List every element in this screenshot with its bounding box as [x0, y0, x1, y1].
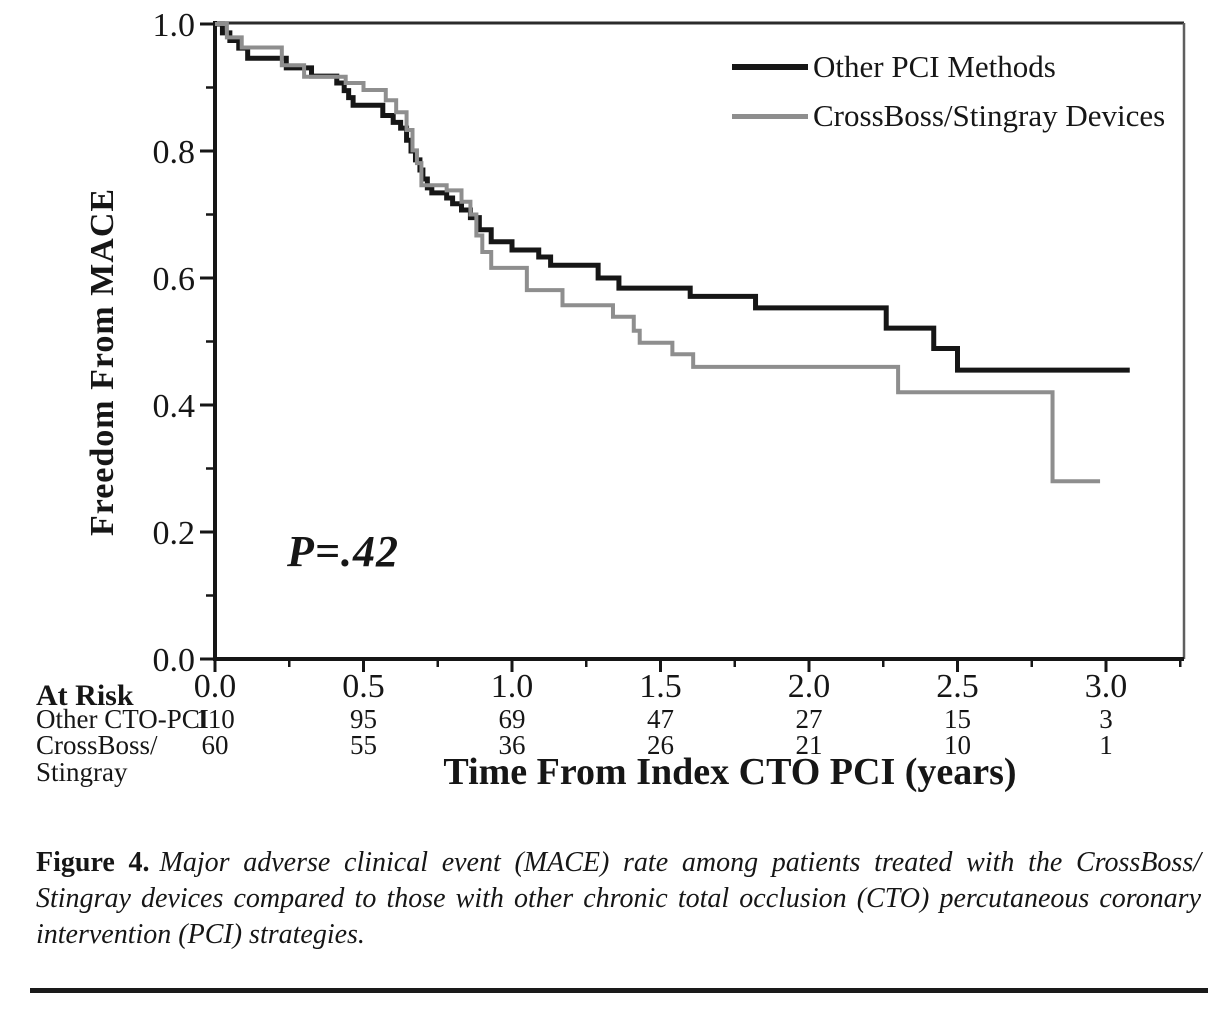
figure-caption-number: Figure 4.: [36, 847, 150, 878]
x-tick-label: 3.0: [1085, 668, 1128, 705]
x-tick-label: 0.0: [194, 668, 237, 705]
at-risk-value: 1: [1099, 730, 1113, 760]
p-value-annotation: P=.42: [287, 527, 399, 576]
at-risk-value: 10: [944, 730, 971, 760]
x-tick-label: 2.0: [788, 668, 831, 705]
y-tick-label: 0.8: [153, 134, 196, 171]
legend-label: CrossBoss/Stingray Devices: [813, 98, 1166, 133]
legend: Other PCI Methods CrossBoss/Stingray Dev…: [732, 49, 1166, 148]
y-tick-label: 0.0: [153, 642, 196, 679]
legend-item-crossboss: CrossBoss/Stingray Devices: [732, 98, 1166, 133]
at-risk-value: 36: [498, 730, 526, 760]
y-axis-title: Freedom From MACE: [84, 187, 121, 537]
at-risk-header: At Risk: [36, 679, 134, 712]
at-risk-value: 21: [795, 730, 823, 760]
figure-caption: Figure 4. Major adverse clinical event (M…: [36, 845, 1201, 953]
at-risk-value: 55: [350, 730, 377, 760]
figure-caption-text: Major adverse clinical event (MACE) rate…: [36, 847, 1201, 950]
x-tick-label: 0.5: [342, 668, 385, 705]
plot-canvas: 0.0 0.5 1.0 1.5 2.0 2.5 3.0 0.0 0.2 0.4 0.6 0.8 1.0: [153, 7, 1186, 705]
at-risk-value: 27: [795, 704, 823, 734]
y-tick-label: 1.0: [153, 7, 196, 44]
legend-line-swatch-gray: [732, 113, 808, 119]
at-risk-value: 26: [647, 730, 674, 760]
at-risk-value: 60: [201, 730, 229, 760]
y-tick-label: 0.4: [153, 388, 196, 425]
at-risk-value: 15: [944, 704, 971, 734]
x-tick-label: 2.5: [936, 668, 979, 705]
legend-item-other-pci: Other PCI Methods: [732, 49, 1165, 84]
y-tick-label: 0.2: [153, 515, 196, 552]
x-tick-label: 1.0: [491, 668, 534, 705]
y-tick-label: 0.6: [153, 261, 196, 298]
at-risk-value: 3: [1099, 704, 1113, 734]
at-risk-row-label-other: Other CTO-PCI: [36, 704, 209, 734]
at-risk-value: 47: [647, 704, 674, 734]
x-tick-label: 1.5: [639, 668, 682, 705]
at-risk-row-label-crossboss: CrossBoss/: [36, 730, 158, 760]
at-risk-value: 95: [350, 704, 377, 734]
km-chart: 0.0 0.5 1.0 1.5 2.0 2.5 3.0 0.0 0.2 0.4 0.6 0.8 1.0 …: [36, 7, 1186, 793]
at-risk-row-label-stingray: Stingray: [36, 757, 128, 787]
bottom-rule: [30, 988, 1208, 993]
km-curve-crossboss-stingray: [215, 22, 1101, 484]
at-risk-value: 69: [498, 704, 526, 734]
legend-line-swatch-black: [732, 64, 808, 70]
x-axis-title: Time From Index CTO PCI (years): [443, 751, 1017, 793]
legend-label: Other PCI Methods: [813, 49, 1056, 84]
at-risk-value: 110: [195, 704, 235, 734]
